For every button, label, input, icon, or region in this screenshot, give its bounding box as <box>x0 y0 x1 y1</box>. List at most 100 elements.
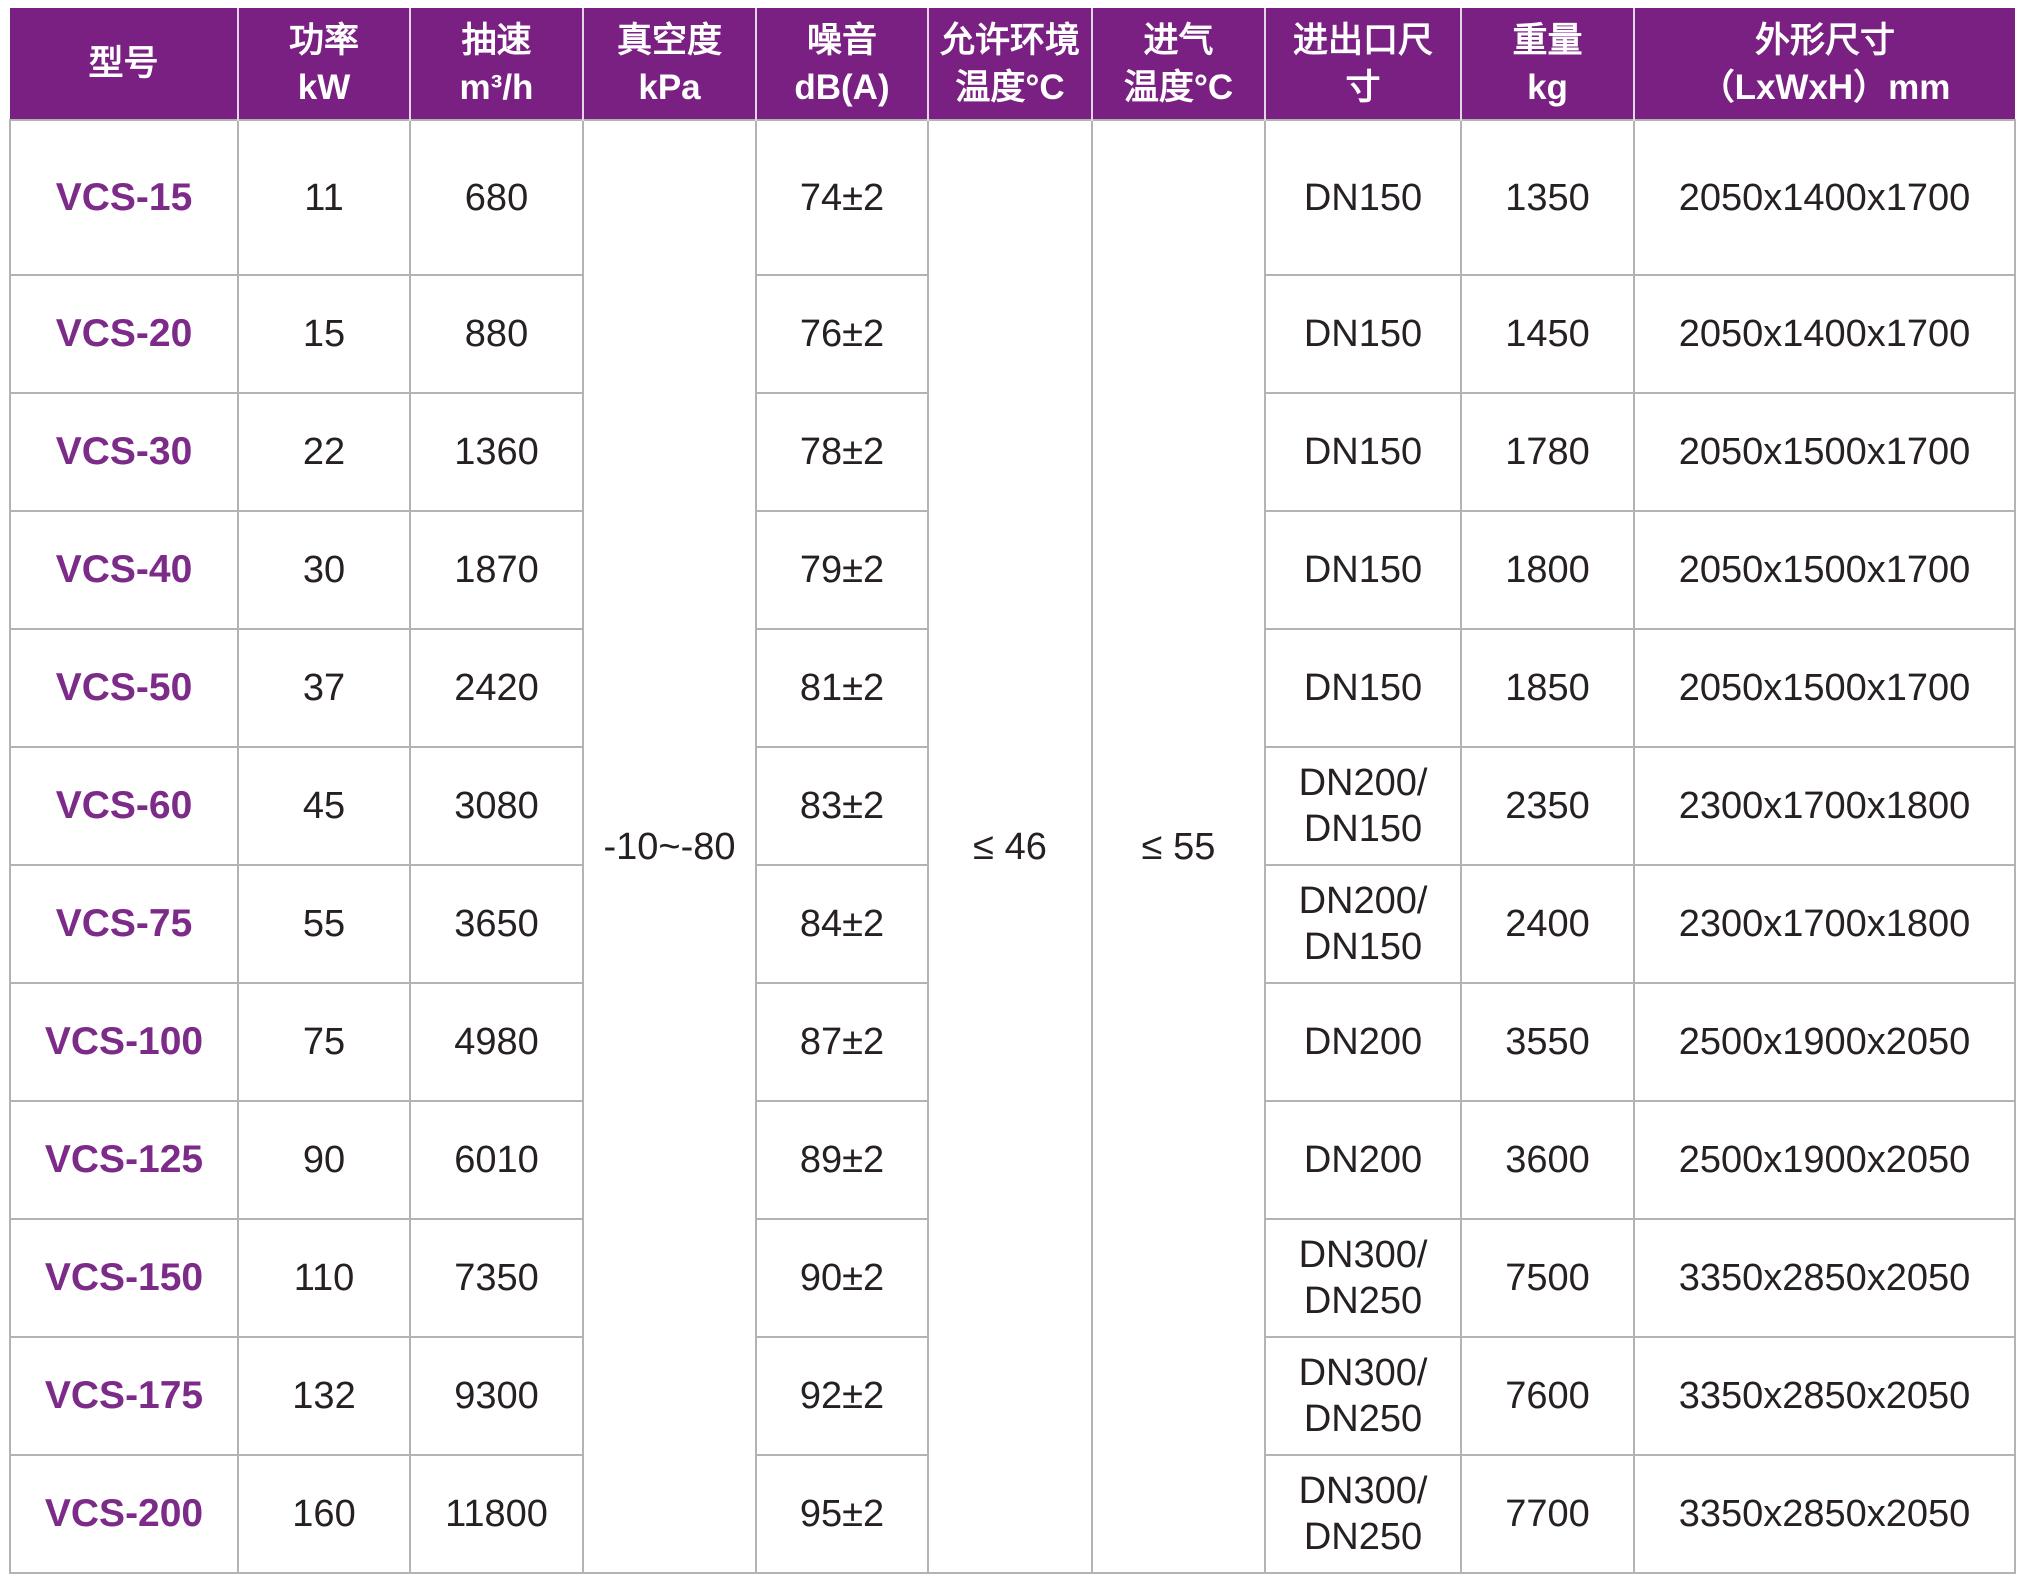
dims-cell: 3350x2850x2050 <box>1633 1218 2016 1338</box>
noise-cell: 74±2 <box>755 119 929 276</box>
power-cell: 90 <box>237 1100 411 1220</box>
column-header-speed: 抽速 m³/h <box>410 8 584 120</box>
column-header-vacuum: 真空度 kPa <box>583 8 757 120</box>
weight-cell: 2350 <box>1460 746 1635 866</box>
table-row: VCS-60 45 3080 83±2 DN200/ DN150 2350 2300x170… <box>9 746 2016 866</box>
speed-cell: 1870 <box>409 510 584 630</box>
dims-cell: 2300x1700x1800 <box>1633 746 2016 866</box>
ports-cell: DN150 <box>1264 274 1462 394</box>
weight-cell: 1350 <box>1460 119 1635 276</box>
power-cell: 11 <box>237 119 411 276</box>
spec-table: 型号 功率 kW 抽速 m³/h 真空度 kPa 噪音 dB(A) 允许环境 温… <box>9 8 2016 1574</box>
column-header-intake-temp: 进气 温度°C <box>1092 8 1266 120</box>
ports-cell: DN200/ DN150 <box>1264 746 1462 866</box>
model-cell: VCS-175 <box>9 1336 239 1456</box>
power-cell: 15 <box>237 274 411 394</box>
ports-cell: DN200 <box>1264 982 1462 1102</box>
column-header-ports: 进出口尺 寸 <box>1265 8 1462 120</box>
dims-cell: 3350x2850x2050 <box>1633 1454 2016 1574</box>
speed-cell: 9300 <box>409 1336 584 1456</box>
speed-cell: 7350 <box>409 1218 584 1338</box>
ports-cell: DN200 <box>1264 1100 1462 1220</box>
power-cell: 132 <box>237 1336 411 1456</box>
model-cell: VCS-100 <box>9 982 239 1102</box>
dims-cell: 2500x1900x2050 <box>1633 982 2016 1102</box>
dims-cell: 2050x1400x1700 <box>1633 274 2016 394</box>
speed-cell: 11800 <box>409 1454 584 1574</box>
model-cell: VCS-50 <box>9 628 239 748</box>
header-row: 型号 功率 kW 抽速 m³/h 真空度 kPa 噪音 dB(A) 允许环境 温… <box>10 8 2015 120</box>
model-cell: VCS-30 <box>9 392 239 512</box>
dims-cell: 2050x1400x1700 <box>1633 119 2016 276</box>
spec-table-body: VCS-15 11 680 -10~-80 74±2 ≤ 46 ≤ 55 DN150 1350 2… <box>9 119 2016 1574</box>
table-row: VCS-20 15 880 76±2 DN150 1450 2050x1400x1700 <box>9 274 2016 394</box>
noise-cell: 84±2 <box>755 864 929 984</box>
dims-cell: 3350x2850x2050 <box>1633 1336 2016 1456</box>
speed-cell: 3650 <box>409 864 584 984</box>
weight-cell: 1450 <box>1460 274 1635 394</box>
model-cell: VCS-20 <box>9 274 239 394</box>
power-cell: 110 <box>237 1218 411 1338</box>
table-row: VCS-15 11 680 -10~-80 74±2 ≤ 46 ≤ 55 DN150 1350 2… <box>9 119 2016 1574</box>
speed-cell: 680 <box>409 119 584 276</box>
noise-cell: 78±2 <box>755 392 929 512</box>
weight-cell: 7600 <box>1460 1336 1635 1456</box>
dims-cell: 2500x1900x2050 <box>1633 1100 2016 1220</box>
weight-cell: 3550 <box>1460 982 1635 1102</box>
model-cell: VCS-125 <box>9 1100 239 1220</box>
column-header-ambient-temp: 允许环境 温度°C <box>928 8 1093 120</box>
speed-cell: 2420 <box>409 628 584 748</box>
noise-cell: 76±2 <box>755 274 929 394</box>
noise-cell: 89±2 <box>755 1100 929 1220</box>
power-cell: 22 <box>237 392 411 512</box>
weight-cell: 7500 <box>1460 1218 1635 1338</box>
power-cell: 55 <box>237 864 411 984</box>
weight-cell: 1800 <box>1460 510 1635 630</box>
noise-cell: 81±2 <box>755 628 929 748</box>
table-row: VCS-30 22 1360 78±2 DN150 1780 2050x1500x1700 <box>9 392 2016 512</box>
model-cell: VCS-40 <box>9 510 239 630</box>
dims-cell: 2300x1700x1800 <box>1633 864 2016 984</box>
ports-cell: DN300/ DN250 <box>1264 1336 1462 1456</box>
ports-cell: DN150 <box>1264 119 1462 276</box>
noise-cell: 92±2 <box>755 1336 929 1456</box>
power-cell: 75 <box>237 982 411 1102</box>
noise-cell: 87±2 <box>755 982 929 1102</box>
model-cell: VCS-60 <box>9 746 239 866</box>
weight-cell: 3600 <box>1460 1100 1635 1220</box>
weight-cell: 1780 <box>1460 392 1635 512</box>
dims-cell: 2050x1500x1700 <box>1633 392 2016 512</box>
power-cell: 45 <box>237 746 411 866</box>
model-cell: VCS-75 <box>9 864 239 984</box>
dims-cell: 2050x1500x1700 <box>1633 628 2016 748</box>
table-row: VCS-150 110 7350 90±2 DN300/ DN250 7500 3350x2… <box>9 1218 2016 1338</box>
speed-cell: 880 <box>409 274 584 394</box>
noise-cell: 83±2 <box>755 746 929 866</box>
column-header-model: 型号 <box>10 8 239 120</box>
speed-cell: 1360 <box>409 392 584 512</box>
speed-cell: 4980 <box>409 982 584 1102</box>
ports-cell: DN200/ DN150 <box>1264 864 1462 984</box>
ports-cell: DN300/ DN250 <box>1264 1218 1462 1338</box>
table-row: VCS-100 75 4980 87±2 DN200 3550 2500x1900x2050 <box>9 982 2016 1102</box>
model-cell: VCS-200 <box>9 1454 239 1574</box>
table-row: VCS-125 90 6010 89±2 DN200 3600 2500x1900x2050 <box>9 1100 2016 1220</box>
ports-cell: DN150 <box>1264 392 1462 512</box>
ports-cell: DN300/ DN250 <box>1264 1454 1462 1574</box>
speed-cell: 3080 <box>409 746 584 866</box>
spec-table-header: 型号 功率 kW 抽速 m³/h 真空度 kPa 噪音 dB(A) 允许环境 温… <box>10 8 2015 120</box>
model-cell: VCS-15 <box>9 119 239 276</box>
power-cell: 30 <box>237 510 411 630</box>
weight-cell: 1850 <box>1460 628 1635 748</box>
column-header-noise: 噪音 dB(A) <box>756 8 929 120</box>
intake-temp-merged-cell: ≤ 55 <box>1091 119 1266 1574</box>
ports-cell: DN150 <box>1264 628 1462 748</box>
column-header-dimensions: 外形尺寸 （LxWxH）mm <box>1634 8 2015 120</box>
table-row: VCS-50 37 2420 81±2 DN150 1850 2050x1500x1700 <box>9 628 2016 748</box>
weight-cell: 2400 <box>1460 864 1635 984</box>
ambient-temp-merged-cell: ≤ 46 <box>927 119 1093 1574</box>
table-row: VCS-75 55 3650 84±2 DN200/ DN150 2400 2300x170… <box>9 864 2016 984</box>
power-cell: 37 <box>237 628 411 748</box>
noise-cell: 79±2 <box>755 510 929 630</box>
